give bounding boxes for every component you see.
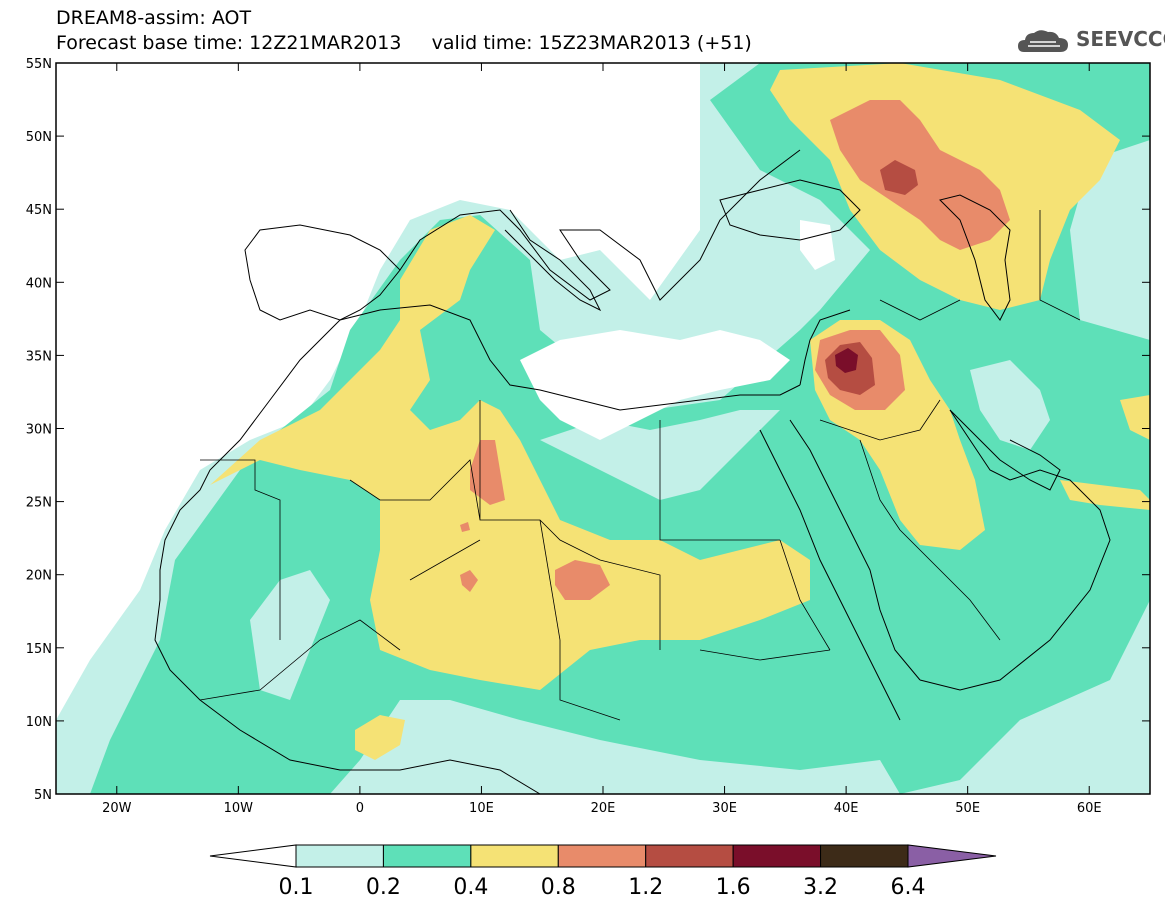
aot-level-0.1-region [330,700,900,794]
coastline-black-sea [719,179,861,241]
colorbar-label: 0.1 [279,875,314,900]
longitude-axis: 20W 10W 0 10E 20E 30E 40E 50E 60E [102,63,1102,816]
coastline-red-sea-west [759,429,901,721]
aot-level-0.8-region [555,560,610,600]
coastline-iberia [244,224,401,321]
forecast-time-label: Forecast base time: 12Z21MAR2013 valid t… [56,32,752,54]
lat-tick-label: 20N [26,569,52,584]
lon-tick-label: 0 [356,801,364,816]
lat-tick-label: 50N [26,130,52,145]
country-borders [199,210,1081,721]
aot-level-0.4-region [355,715,405,760]
colorbar-label: 0.8 [541,875,576,900]
colorbar-label: 0.2 [366,875,401,900]
no-data-region [520,330,790,440]
lon-tick-label: 30E [712,801,737,816]
lon-tick-label: 20W [102,801,132,816]
coastline-africa-west [154,319,541,794]
colorbar: 0.1 0.2 0.4 0.8 1.2 1.6 3.2 6.4 [209,844,997,900]
lat-tick-label: 15N [26,642,52,657]
lon-tick-label: 10W [224,801,254,816]
aot-level-0.1-region [250,570,330,700]
colorbar-label: 6.4 [891,875,926,900]
colorbar-swatch [645,844,734,868]
colorbar-swatch [470,844,559,868]
colorbar-label: 1.6 [716,875,751,900]
coastlines [154,149,1111,794]
colorbar-swatch [382,844,472,868]
lon-tick-label: 50E [955,801,980,816]
colorbar-swatch [732,844,822,868]
coastline-europe [399,149,801,301]
map-title: DREAM8-assim: AOT [56,7,252,29]
aot-level-0.8-region [470,440,505,505]
aot-level-0.4-region [1060,480,1150,510]
colorbar-swatches [295,844,909,868]
colorbar-under-arrow [209,844,297,868]
colorbar-swatch [557,844,647,868]
lat-tick-label: 25N [26,496,52,511]
colorbar-labels: 0.1 0.2 0.4 0.8 1.2 1.6 3.2 6.4 [279,875,926,900]
aot-level-1.2-region [880,160,918,195]
colorbar-label: 0.4 [453,875,488,900]
colorbar-label: 3.2 [803,875,838,900]
coastline-red-sea-east [789,419,921,681]
aot-level-0.8-region [460,522,470,532]
lon-tick-label: 20E [591,801,616,816]
lat-tick-label: 55N [26,57,52,72]
no-data-region [800,220,835,270]
aot-level-0.1-region [720,190,830,290]
aot-level-0.8-region [830,100,1010,250]
coastline-italy [504,209,602,312]
lon-tick-label: 10E [469,801,494,816]
coastline-caspian [939,194,1011,321]
aot-level-0.8-region [460,570,478,592]
aot-level-0.1-region [970,360,1050,450]
coastline-arabia [919,409,1111,691]
seevccc-logo: SEEVCCC [1076,27,1165,51]
colorbar-over-arrow [907,844,997,868]
lat-tick-label: 45N [26,203,52,218]
colorbar-swatch [295,844,384,868]
colorbar-label: 1.2 [628,875,663,900]
lat-tick-label: 30N [26,423,52,438]
lat-tick-label: 5N [34,788,52,803]
lon-tick-label: 60E [1077,801,1102,816]
coastline-levant [799,309,851,386]
lat-tick-label: 35N [26,349,52,364]
lat-tick-label: 40N [26,276,52,291]
latitude-axis: 55N 50N 45N 40N 35N 30N 25N 20N 15N 10N 5N [26,57,1150,803]
colorbar-swatch [820,844,909,868]
aot-level-1.6-region [835,348,858,373]
cloud-icon [1018,30,1068,52]
lat-tick-label: 10N [26,715,52,730]
aot-contours [56,63,1150,794]
coastline-persian-gulf [949,409,1061,491]
aot-level-0.4-region [210,215,810,690]
coastline-mediterranean-south [339,304,801,411]
lon-tick-label: 40E [834,801,859,816]
